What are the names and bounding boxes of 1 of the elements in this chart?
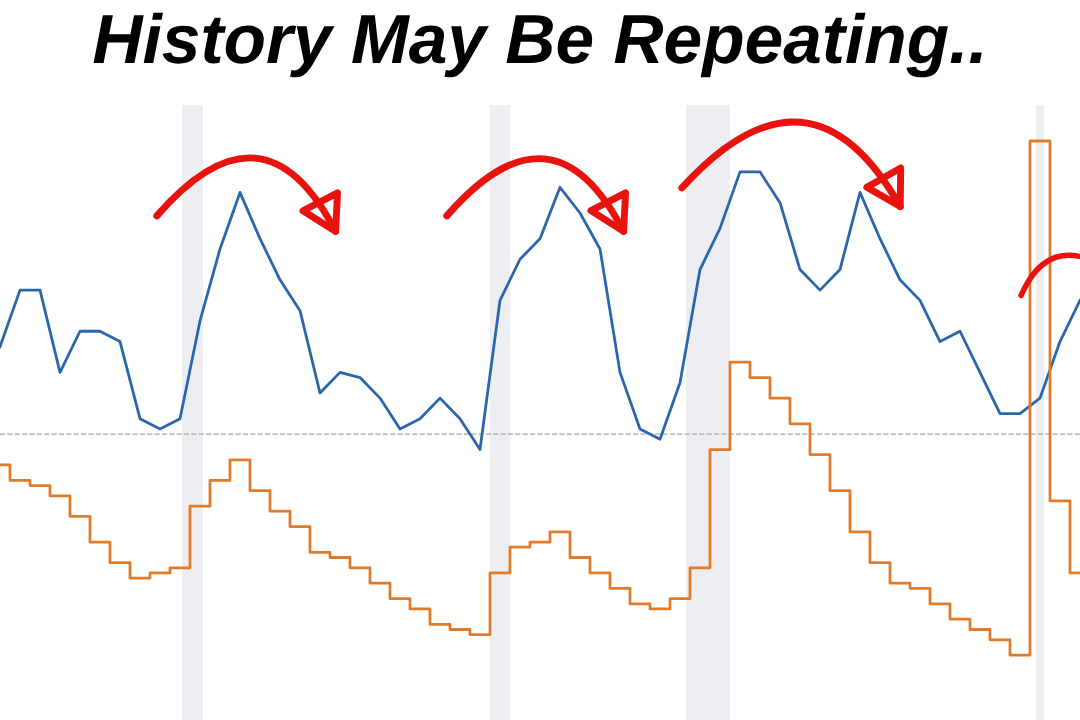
chart-title: History May Be Repeating.. <box>93 12 982 78</box>
